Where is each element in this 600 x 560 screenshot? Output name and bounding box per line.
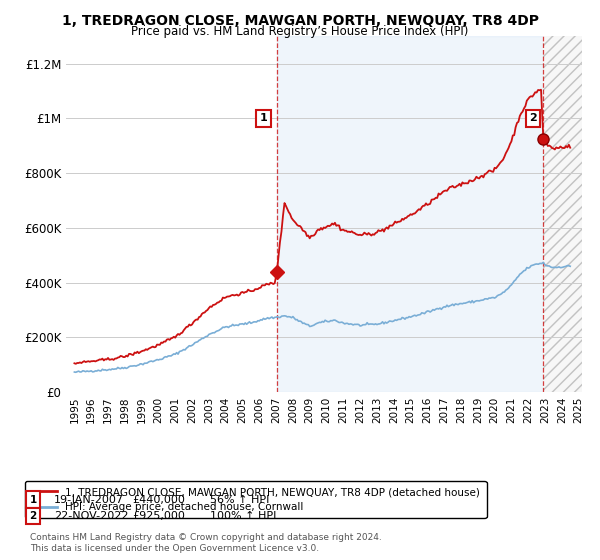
Bar — [544, 36, 590, 392]
Text: 22-NOV-2022: 22-NOV-2022 — [54, 511, 128, 521]
Bar — [544, 36, 590, 392]
Text: 1, TREDRAGON CLOSE, MAWGAN PORTH, NEWQUAY, TR8 4DP: 1, TREDRAGON CLOSE, MAWGAN PORTH, NEWQUA… — [62, 14, 539, 28]
Text: £925,000: £925,000 — [132, 511, 185, 521]
Text: 2: 2 — [29, 511, 37, 521]
Text: £440,000: £440,000 — [132, 494, 185, 505]
Text: Price paid vs. HM Land Registry’s House Price Index (HPI): Price paid vs. HM Land Registry’s House … — [131, 25, 469, 38]
Text: 2: 2 — [529, 114, 537, 123]
Bar — [544, 36, 590, 392]
Text: 19-JAN-2007: 19-JAN-2007 — [54, 494, 124, 505]
Text: 56% ↑ HPI: 56% ↑ HPI — [210, 494, 269, 505]
Text: 100% ↑ HPI: 100% ↑ HPI — [210, 511, 277, 521]
Bar — [277, 36, 544, 392]
Text: Contains HM Land Registry data © Crown copyright and database right 2024.
This d: Contains HM Land Registry data © Crown c… — [30, 533, 382, 553]
Legend: 1, TREDRAGON CLOSE, MAWGAN PORTH, NEWQUAY, TR8 4DP (detached house), HPI: Averag: 1, TREDRAGON CLOSE, MAWGAN PORTH, NEWQUA… — [25, 481, 487, 519]
Text: 1: 1 — [29, 494, 37, 505]
Text: 1: 1 — [260, 114, 268, 123]
